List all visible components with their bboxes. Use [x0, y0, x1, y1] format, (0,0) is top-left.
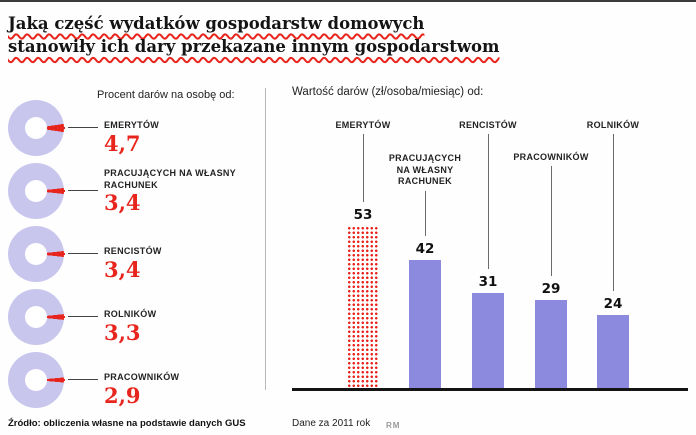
donut-value: 2,9: [104, 382, 141, 408]
bar: [347, 226, 379, 388]
page-title: Jaką część wydatków gospodarstw domowych…: [8, 12, 500, 59]
donut-slice-needle: [36, 379, 65, 381]
title-line-2: stanowiły ich dary przekazane innym gosp…: [8, 37, 500, 57]
donut-chart-icon: [8, 289, 65, 345]
leader-line: [613, 134, 614, 291]
donut-hole: [25, 369, 47, 391]
connector-line: [68, 253, 98, 254]
donut-panel-header: Procent darów na osobę od:: [97, 89, 235, 101]
donut-hole: [25, 180, 47, 202]
bar-panel-header: Wartość darów (zł/osoba/miesiąc) od:: [292, 86, 484, 98]
donut-chart-icon: [8, 226, 65, 282]
donut-slice-needle: [36, 253, 65, 255]
donut-value: 3,3: [104, 319, 141, 345]
bar: [597, 315, 629, 388]
donut-row-pracownikow: PRACOWNIKÓW 2,9: [8, 352, 263, 412]
connector-line: [68, 190, 98, 191]
bar: [409, 260, 441, 388]
donut-value: 4,7: [104, 130, 141, 156]
source-note: Źródło: obliczenia własne na podstawie d…: [8, 418, 246, 429]
x-axis-baseline: [292, 388, 688, 391]
donut-category-label: ROLNIKÓW: [104, 309, 157, 319]
leader-line: [363, 134, 364, 202]
connector-line: [68, 379, 98, 380]
donut-label-block: EMERYTÓW 4,7: [104, 120, 246, 154]
bar-value-label: 42: [415, 241, 435, 257]
bar-value-label: 31: [478, 274, 498, 290]
donut-label-block: PRACUJĄCYCH NA WŁASNY RACHUNEK 3,4: [104, 168, 246, 213]
donut-row-rolnikow: ROLNIKÓW 3,3: [8, 289, 263, 349]
donut-slice-needle: [36, 190, 65, 192]
donut-hole: [25, 117, 47, 139]
donut-category-label: EMERYTÓW: [104, 120, 160, 130]
donut-slice-needle: [36, 316, 65, 318]
bar-category-label: ROLNIKÓW: [586, 120, 640, 130]
bar-value-label: 24: [603, 296, 623, 312]
donut-chart-icon: [8, 100, 65, 156]
donut-category-label: PRACUJĄCYCH NA WŁASNY RACHUNEK: [104, 168, 236, 190]
donut-category-label: PRACOWNIKÓW: [104, 372, 180, 382]
donut-category-label: RENCISTÓW: [104, 246, 162, 256]
panel-divider: [265, 88, 266, 390]
donut-label-block: RENCISTÓW 3,4: [104, 246, 246, 280]
donut-row-rencistow: RENCISTÓW 3,4: [8, 226, 263, 286]
connector-line: [68, 127, 98, 128]
bar-category-label: PRACUJĄCYCH NA WŁASNY RACHUNEK: [388, 153, 462, 187]
leader-line: [488, 134, 489, 269]
bar-value-label: 53: [353, 207, 373, 223]
donut-label-block: ROLNIKÓW 3,3: [104, 309, 246, 343]
bar-category-label: RENCISTÓW: [459, 120, 517, 130]
bar-category-label: EMERYTÓW: [335, 120, 391, 130]
title-line-1: Jaką część wydatków gospodarstw domowych: [8, 14, 425, 33]
bar: [472, 293, 504, 388]
donut-slice-needle: [36, 127, 65, 129]
leader-line: [551, 166, 552, 276]
connector-line: [68, 316, 98, 317]
donut-hole: [25, 306, 47, 328]
bar-value-label: 29: [541, 281, 561, 297]
donut-value: 3,4: [104, 256, 141, 282]
donut-value: 3,4: [104, 190, 141, 216]
bar: [535, 300, 567, 388]
top-border-rule: [0, 0, 696, 2]
bar-category-label: PRACOWNIKÓW: [513, 152, 589, 162]
donut-row-emerytow: EMERYTÓW 4,7: [8, 100, 263, 160]
data-year-note: Dane za 2011 rok: [292, 418, 371, 429]
donut-label-block: PRACOWNIKÓW 2,9: [104, 372, 246, 406]
donut-row-pracujacych: PRACUJĄCYCH NA WŁASNY RACHUNEK 3,4: [8, 163, 263, 223]
donut-hole: [25, 243, 47, 265]
credit-logo: RM: [386, 421, 401, 430]
donut-chart-icon: [8, 352, 65, 408]
donut-chart-icon: [8, 163, 65, 219]
leader-line: [425, 191, 426, 236]
